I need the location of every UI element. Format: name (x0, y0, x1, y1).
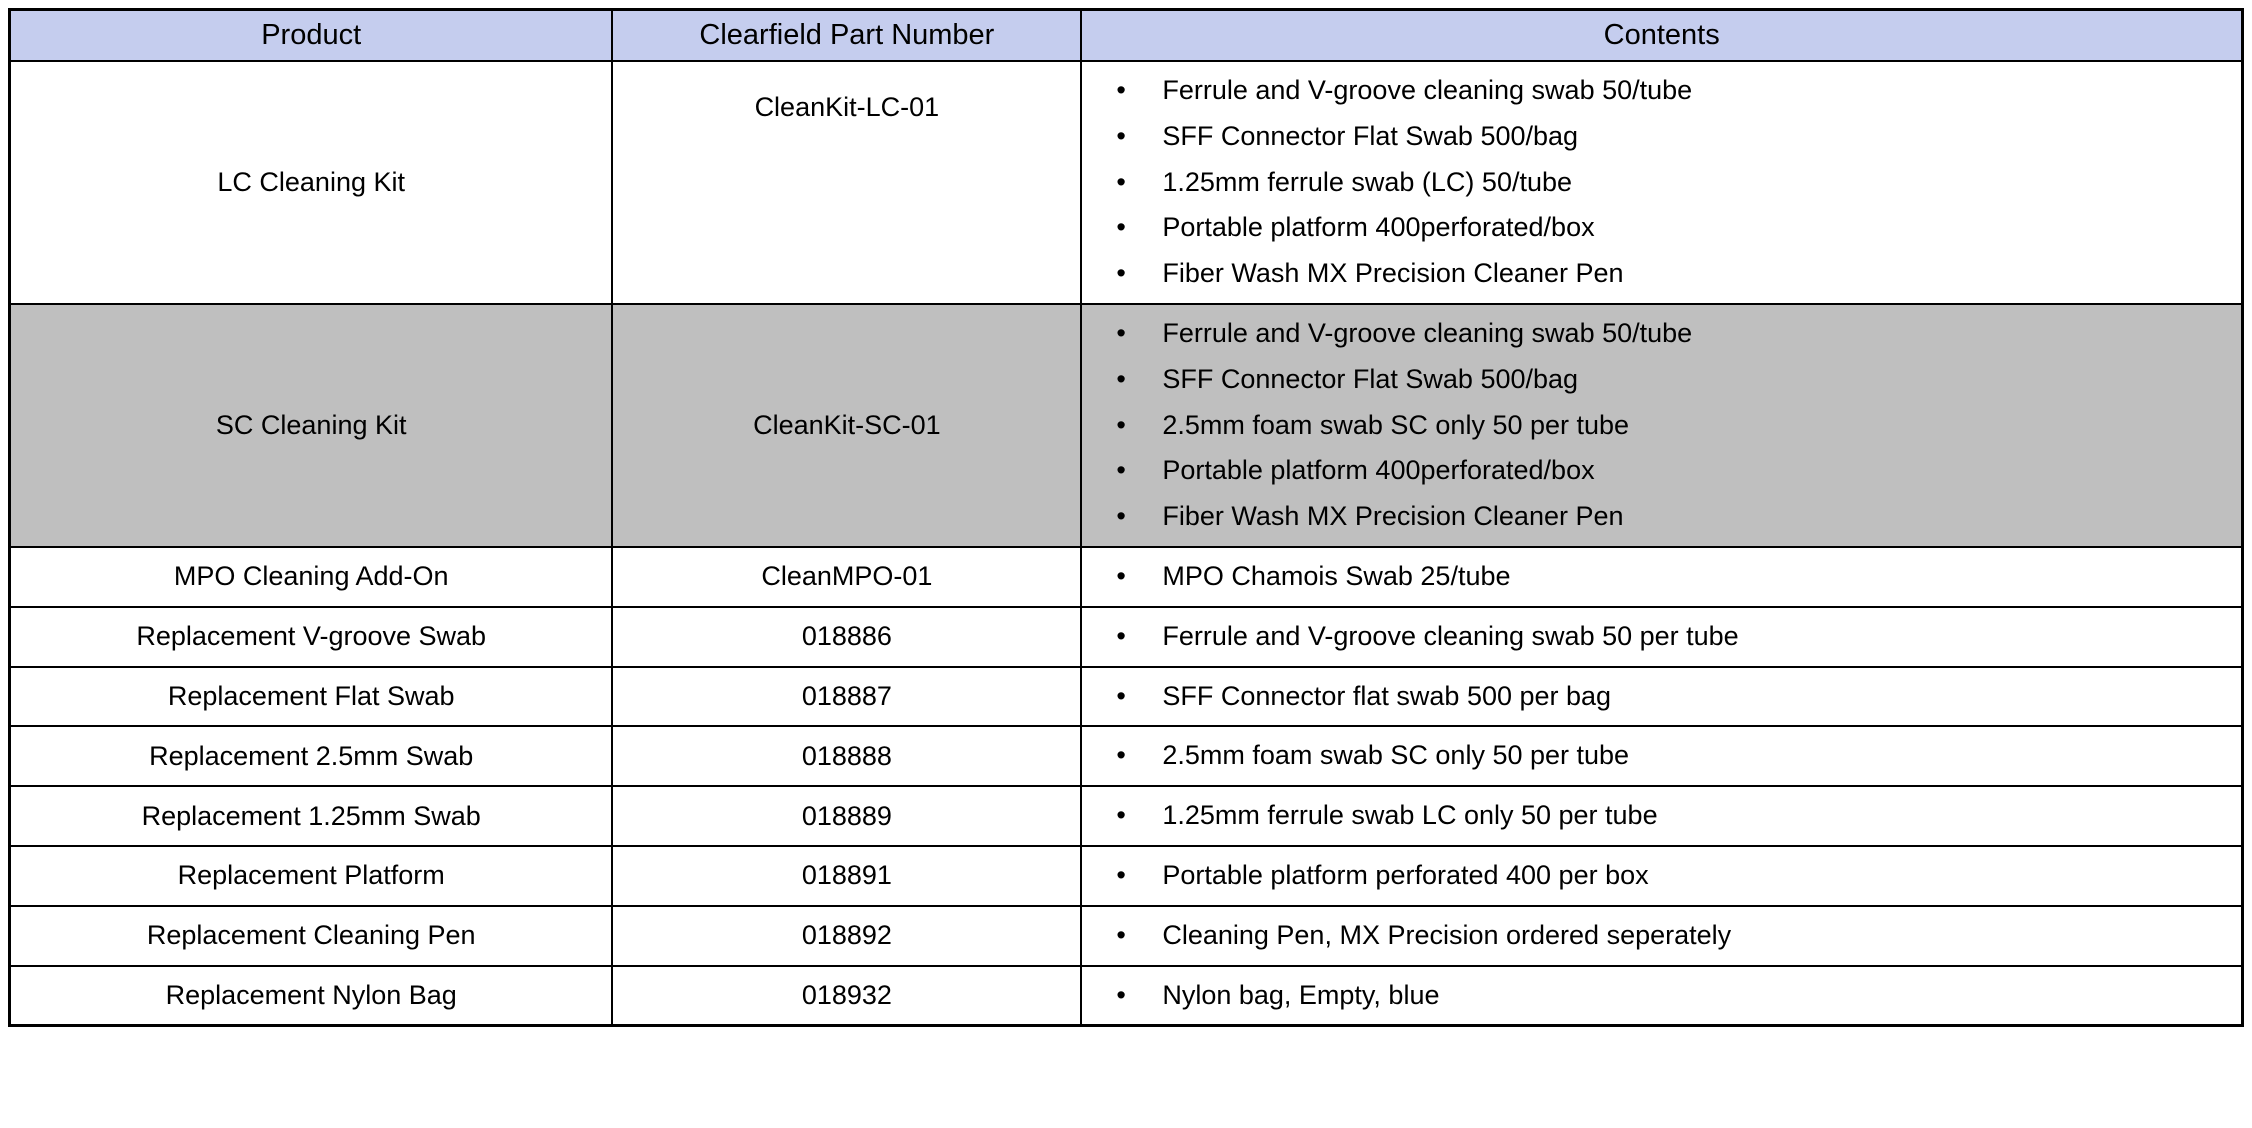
contents-cell: Ferrule and V-groove cleaning swab 50/tu… (1081, 61, 2242, 304)
contents-item: 2.5mm foam swab SC only 50 per tube (1082, 403, 2241, 449)
contents-item: Portable platform 400perforated/box (1082, 448, 2241, 494)
contents-list: Nylon bag, Empty, blue (1082, 973, 2241, 1019)
contents-list: Ferrule and V-groove cleaning swab 50/tu… (1082, 311, 2241, 540)
table-row: SC Cleaning KitCleanKit-SC-01Ferrule and… (10, 304, 2243, 547)
contents-item: 1.25mm ferrule swab (LC) 50/tube (1082, 160, 2241, 206)
header-contents: Contents (1081, 10, 2242, 62)
contents-item: 1.25mm ferrule swab LC only 50 per tube (1082, 793, 2241, 839)
part-number-cell: 018892 (612, 906, 1081, 966)
table-row: Replacement Flat Swab018887SFF Connector… (10, 667, 2243, 727)
contents-list: 2.5mm foam swab SC only 50 per tube (1082, 733, 2241, 779)
contents-cell: Nylon bag, Empty, blue (1081, 966, 2242, 1026)
table-row: Replacement Platform018891Portable platf… (10, 846, 2243, 906)
table-row: Replacement V-groove Swab018886Ferrule a… (10, 607, 2243, 667)
contents-cell: Ferrule and V-groove cleaning swab 50/tu… (1081, 304, 2242, 547)
product-cell: Replacement Nylon Bag (10, 966, 613, 1026)
product-cell: MPO Cleaning Add-On (10, 547, 613, 607)
table-row: Replacement 2.5mm Swab0188882.5mm foam s… (10, 726, 2243, 786)
contents-item: 2.5mm foam swab SC only 50 per tube (1082, 733, 2241, 779)
contents-item: Fiber Wash MX Precision Cleaner Pen (1082, 251, 2241, 297)
contents-cell: 2.5mm foam swab SC only 50 per tube (1081, 726, 2242, 786)
contents-list: Cleaning Pen, MX Precision ordered seper… (1082, 913, 2241, 959)
part-number-cell: 018932 (612, 966, 1081, 1026)
contents-item: Ferrule and V-groove cleaning swab 50 pe… (1082, 614, 2241, 660)
contents-cell: 1.25mm ferrule swab LC only 50 per tube (1081, 786, 2242, 846)
contents-item: Portable platform 400perforated/box (1082, 205, 2241, 251)
contents-item: SFF Connector Flat Swab 500/bag (1082, 357, 2241, 403)
table-body: LC Cleaning KitCleanKit-LC-01Ferrule and… (10, 61, 2243, 1026)
table-row: LC Cleaning KitCleanKit-LC-01Ferrule and… (10, 61, 2243, 304)
contents-list: MPO Chamois Swab 25/tube (1082, 554, 2241, 600)
product-cell: SC Cleaning Kit (10, 304, 613, 547)
contents-item: Portable platform perforated 400 per box (1082, 853, 2241, 899)
table-row: Replacement Cleaning Pen018892Cleaning P… (10, 906, 2243, 966)
product-cell: LC Cleaning Kit (10, 61, 613, 304)
table-header-row: Product Clearfield Part Number Contents (10, 10, 2243, 62)
part-number-cell: 018891 (612, 846, 1081, 906)
contents-cell: MPO Chamois Swab 25/tube (1081, 547, 2242, 607)
contents-item: Ferrule and V-groove cleaning swab 50/tu… (1082, 68, 2241, 114)
part-number-cell: 018889 (612, 786, 1081, 846)
part-number-cell: CleanKit-SC-01 (612, 304, 1081, 547)
product-cell: Replacement V-groove Swab (10, 607, 613, 667)
contents-list: Portable platform perforated 400 per box (1082, 853, 2241, 899)
part-number-cell: 018886 (612, 607, 1081, 667)
contents-item: SFF Connector Flat Swab 500/bag (1082, 114, 2241, 160)
part-number-cell: CleanMPO-01 (612, 547, 1081, 607)
contents-list: 1.25mm ferrule swab LC only 50 per tube (1082, 793, 2241, 839)
table-row: Replacement Nylon Bag018932Nylon bag, Em… (10, 966, 2243, 1026)
contents-item: Ferrule and V-groove cleaning swab 50/tu… (1082, 311, 2241, 357)
product-cell: Replacement 1.25mm Swab (10, 786, 613, 846)
contents-cell: SFF Connector flat swab 500 per bag (1081, 667, 2242, 727)
contents-cell: Cleaning Pen, MX Precision ordered seper… (1081, 906, 2242, 966)
product-table: Product Clearfield Part Number Contents … (8, 8, 2244, 1027)
product-cell: Replacement Cleaning Pen (10, 906, 613, 966)
contents-item: MPO Chamois Swab 25/tube (1082, 554, 2241, 600)
product-cell: Replacement Flat Swab (10, 667, 613, 727)
header-product: Product (10, 10, 613, 62)
table-row: MPO Cleaning Add-OnCleanMPO-01MPO Chamoi… (10, 547, 2243, 607)
contents-item: Cleaning Pen, MX Precision ordered seper… (1082, 913, 2241, 959)
contents-list: Ferrule and V-groove cleaning swab 50/tu… (1082, 68, 2241, 297)
part-number-cell: 018887 (612, 667, 1081, 727)
contents-cell: Portable platform perforated 400 per box (1081, 846, 2242, 906)
part-number-cell: CleanKit-LC-01 (612, 61, 1081, 304)
contents-list: Ferrule and V-groove cleaning swab 50 pe… (1082, 614, 2241, 660)
part-number-cell: 018888 (612, 726, 1081, 786)
product-cell: Replacement 2.5mm Swab (10, 726, 613, 786)
contents-list: SFF Connector flat swab 500 per bag (1082, 674, 2241, 720)
header-part-number: Clearfield Part Number (612, 10, 1081, 62)
contents-item: Nylon bag, Empty, blue (1082, 973, 2241, 1019)
table-row: Replacement 1.25mm Swab0188891.25mm ferr… (10, 786, 2243, 846)
contents-item: Fiber Wash MX Precision Cleaner Pen (1082, 494, 2241, 540)
contents-item: SFF Connector flat swab 500 per bag (1082, 674, 2241, 720)
contents-cell: Ferrule and V-groove cleaning swab 50 pe… (1081, 607, 2242, 667)
product-cell: Replacement Platform (10, 846, 613, 906)
